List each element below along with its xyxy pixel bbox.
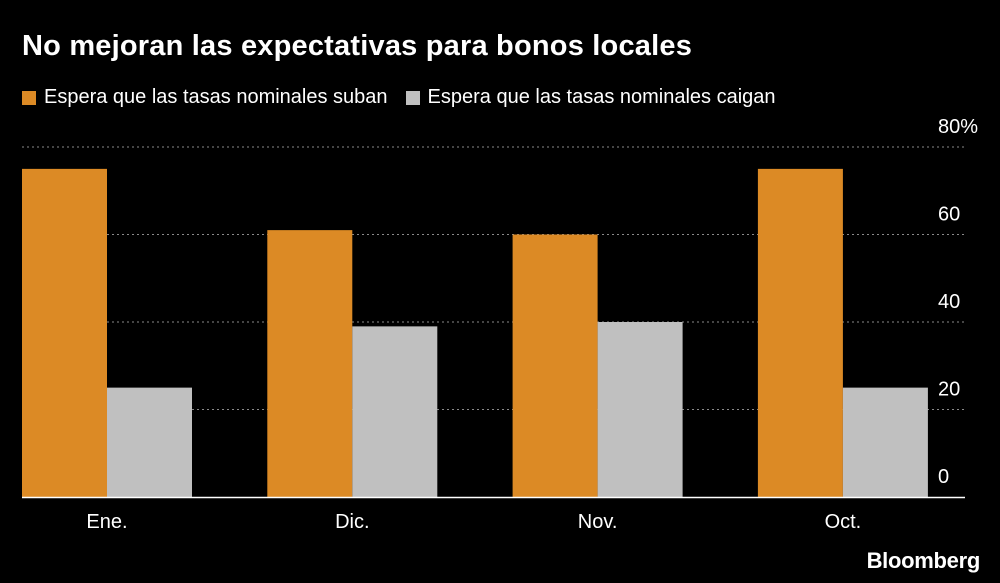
bar-suban xyxy=(512,234,598,497)
bloomberg-logo: Bloomberg xyxy=(866,548,981,573)
legend: Espera que las tasas nominales suban Esp… xyxy=(22,86,794,109)
y-tick-label: 20 xyxy=(938,379,960,401)
legend-label-caigan: Espera que las tasas nominales caigan xyxy=(427,86,776,108)
y-tick-label: 80% xyxy=(938,116,978,138)
y-tick-label: 0 xyxy=(938,466,949,488)
legend-label-suban: Espera que las tasas nominales suban xyxy=(44,86,388,108)
bar-caigan xyxy=(352,326,438,497)
legend-item-suban: Espera que las tasas nominales suban xyxy=(22,86,388,109)
bar-suban xyxy=(22,168,107,497)
y-tick-label: 40 xyxy=(938,291,960,313)
legend-swatch-caigan xyxy=(405,90,420,105)
legend-swatch-suban xyxy=(22,90,36,105)
bar-caigan xyxy=(597,322,683,497)
bar-suban xyxy=(267,230,353,497)
bar-caigan xyxy=(842,387,928,497)
legend-item-caigan: Espera que las tasas nominales caigan xyxy=(405,86,776,109)
x-tick-label: Oct. xyxy=(825,511,862,533)
bar-caigan xyxy=(107,387,192,497)
y-tick-label: 60 xyxy=(938,204,960,226)
x-tick-label: Ene. xyxy=(86,511,127,533)
chart-title: No mejoran las expectativas para bonos l… xyxy=(22,30,693,62)
x-tick-label: Nov. xyxy=(578,511,618,533)
x-tick-label: Dic. xyxy=(335,511,369,533)
bar-suban xyxy=(757,168,843,497)
